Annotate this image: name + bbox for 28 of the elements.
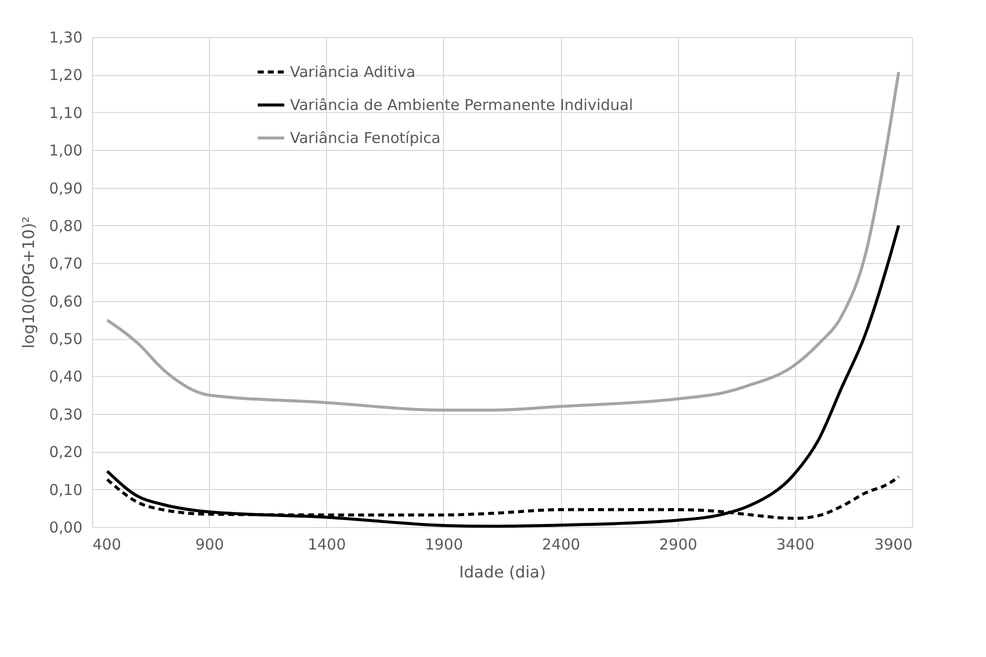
y-tick-label: 0,60: [49, 292, 82, 310]
y-tick-label: 0,10: [49, 480, 82, 499]
y-tick-label: 0,00: [49, 518, 82, 536]
x-tick-label: 2400: [542, 536, 580, 554]
x-tick-label: 900: [195, 536, 224, 554]
x-tick-label: 3400: [776, 536, 814, 554]
y-tick-label: 1,00: [49, 142, 82, 160]
x-tick-label: 2900: [659, 536, 698, 554]
y-tick-label: 0,30: [49, 405, 82, 424]
y-axis-title: log10(OPG+10)²: [19, 216, 38, 349]
line-series: [106, 224, 900, 528]
y-tick-label: 1,20: [49, 66, 82, 84]
y-tick-label: 0,20: [49, 443, 82, 462]
y-tick-label: 0,70: [49, 254, 82, 273]
x-axis-title: Idade (dia): [459, 562, 546, 582]
legend-label: Variância Aditiva: [290, 63, 416, 81]
x-tick-label: 400: [92, 536, 122, 554]
x-tick-label: 1900: [424, 536, 464, 554]
y-tick-label: 1,10: [49, 104, 82, 122]
y-tick-label: 0,90: [49, 179, 82, 198]
y-tick-label: 1,30: [49, 28, 82, 46]
y-tick-label: 0,50: [49, 330, 82, 348]
y-tick-label: 0,80: [49, 216, 82, 235]
legend-label: Variância Fenotípica: [290, 129, 441, 147]
y-tick-label: 0,40: [49, 368, 82, 386]
x-tick-label: 3900: [874, 536, 912, 554]
x-tick-label: 1400: [308, 536, 346, 554]
legend-label: Variância de Ambiente Permanente Individual: [290, 96, 634, 114]
